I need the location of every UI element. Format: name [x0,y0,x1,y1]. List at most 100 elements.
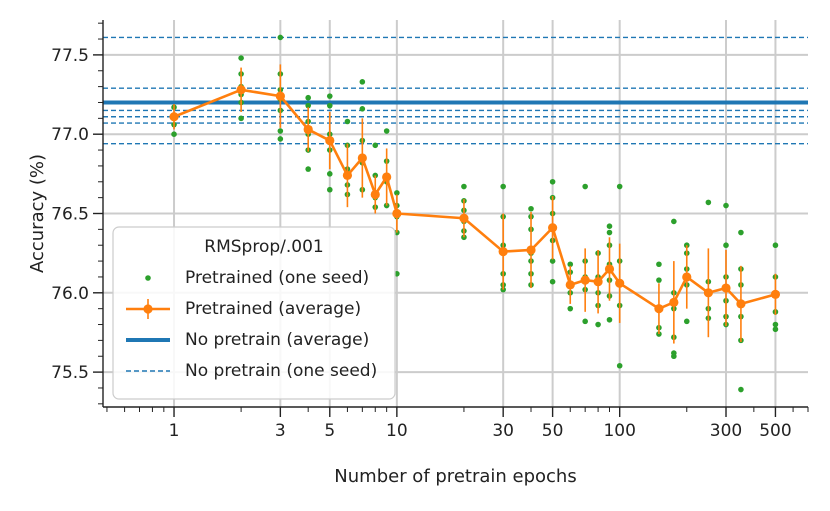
average-point [604,264,615,274]
legend-entry-label: No pretrain (one seed) [185,361,377,381]
seed-point [582,318,588,325]
seed-point [383,128,390,134]
baseline-lines [103,36,808,145]
x-tick-label: 30 [492,421,514,441]
seed-point [656,261,662,268]
x-tick-label: 100 [603,421,635,441]
seed-point [723,202,729,209]
seed-point [305,166,311,172]
seed-point [582,183,588,190]
seed-point [500,286,506,293]
seed-point [500,183,506,190]
seed-point [461,183,467,190]
seed-point [359,79,366,85]
average-point [236,85,246,95]
seed-point [171,131,177,137]
y-tick-label: 76.5 [51,205,89,225]
seed-point [567,261,574,268]
seed-point [772,326,779,333]
average-point [382,172,392,182]
legend-seed-point-marker [145,275,151,281]
average-line [169,85,781,314]
average-point [459,213,469,223]
x-tick-label: 300 [710,421,742,441]
seed-point [606,223,613,229]
seed-point [277,128,284,134]
seed-point [616,362,623,369]
seed-point [549,258,556,264]
seed-point [671,353,677,360]
x-tick-label: 500 [759,421,791,441]
average-point [736,299,746,309]
seed-point [606,316,613,323]
seed-point [359,106,366,112]
average-point [370,189,380,200]
tick-labels: 75.5 76.0 76.5 77.0 77.5 1 3 5 10 30 50 100 300 500 [51,46,792,441]
average-point [498,246,508,257]
legend-average-point-marker [143,304,153,314]
legend-entry-label: Pretrained (average) [185,299,361,319]
seed-point [326,171,333,177]
x-axis-label: Number of pretrain epochs [334,466,576,487]
x-tick-label: 10 [386,421,408,441]
average-point [669,297,679,307]
y-tick-label: 75.5 [51,363,89,383]
seed-point [326,102,333,109]
seed-point [683,318,690,325]
seed-point [567,305,574,312]
average-point [526,245,536,255]
seed-point [549,278,556,285]
seed-point [595,321,601,328]
seed-point [656,331,662,337]
seed-point [394,190,400,196]
seed-point [372,142,379,149]
average-point [303,124,313,135]
average-point [169,112,179,122]
seed-point [606,229,613,236]
seed-point [656,277,662,283]
x-tick-label: 5 [324,421,335,441]
seed-point [705,199,712,206]
average-point [615,278,625,288]
average-point [703,288,713,298]
average-point [565,280,575,290]
seed-point [326,93,333,99]
seed-point [238,55,244,61]
legend-box [112,226,396,400]
seed-point [305,94,311,101]
x-tick-label: 1 [169,421,180,441]
seed-point [671,218,677,225]
y-tick-label: 77.5 [51,46,89,66]
average-point [580,275,590,285]
seed-point [305,102,311,109]
seed-point [528,205,534,212]
legend: RMSprop/.001 Pretrained (one seed)Pretra… [112,226,396,400]
y-axis-label: Accuracy (%) [27,154,48,273]
y-tick-label: 76.0 [51,284,89,304]
average-point [721,283,731,293]
seed-point [238,115,244,122]
seed-point [326,186,333,193]
axes [93,20,809,417]
legend-entry-label: Pretrained (one seed) [185,268,369,288]
seed-point [772,321,779,328]
seed-point [344,118,351,125]
seed-point [738,229,744,236]
x-tick-label: 3 [275,421,286,441]
average-point [392,208,402,219]
average-point [325,135,335,146]
legend-title: RMSprop/.001 [204,237,323,257]
seed-point [738,386,744,393]
average-point [342,170,353,181]
average-point [275,91,285,101]
average-point [654,304,664,314]
legend-entry-label: No pretrain (average) [185,330,369,350]
average-point [682,272,692,282]
average-point [593,277,603,287]
legend-entries: Pretrained (one seed) Pretrained (average… [126,268,377,381]
seed-point [616,183,623,190]
seed-point [277,34,284,41]
average-series-line [173,88,776,310]
average-point [770,289,781,299]
